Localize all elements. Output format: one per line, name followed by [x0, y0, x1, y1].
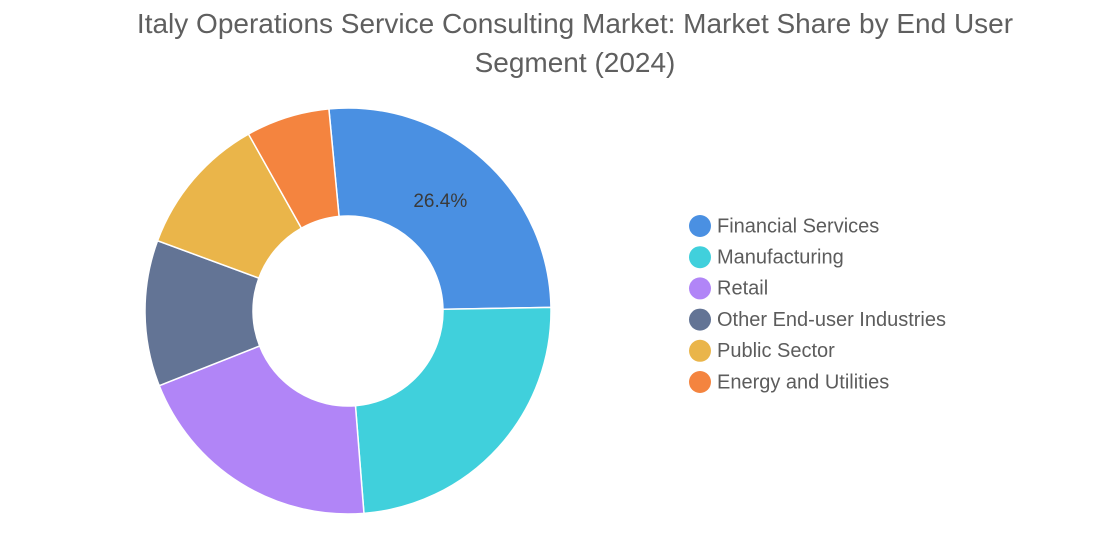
legend-swatch: [689, 308, 711, 331]
legend-item-retail[interactable]: Retail: [689, 277, 768, 300]
legend-item-energy-and-utilities[interactable]: Energy and Utilities: [689, 371, 889, 393]
legend-swatch: [689, 277, 711, 300]
legend-item-financial-services[interactable]: Financial Services: [689, 215, 879, 237]
data-label-financial-services: 26.4%: [413, 191, 467, 212]
legend-label: Energy and Utilities: [717, 371, 889, 393]
chart-legend: Financial Services Manufacturing Retail Oth…: [689, 215, 946, 393]
slice-retail[interactable]: [158, 344, 365, 515]
chart-title: Italy Operations Service Consulting Mark…: [136, 8, 1014, 78]
slice-energy-and-utilities[interactable]: [247, 108, 340, 230]
slice-financial-services[interactable]: [328, 107, 552, 311]
legend-item-manufacturing[interactable]: Manufacturing: [689, 246, 844, 268]
legend-label: Manufacturing: [717, 246, 844, 268]
legend-label: Other End-user Industries: [717, 309, 946, 331]
legend-item-public-sector[interactable]: Public Sector: [689, 339, 835, 362]
legend-label: Public Sector: [717, 340, 835, 362]
donut-slices: [144, 107, 552, 515]
legend-swatch: [689, 371, 711, 393]
legend-item-other-end-user-industries[interactable]: Other End-user Industries: [689, 308, 946, 331]
legend-label: Financial Services: [717, 215, 879, 237]
slice-manufacturing[interactable]: [354, 306, 552, 515]
data-labels: 26.4%: [413, 191, 467, 212]
legend-swatch: [689, 339, 711, 362]
legend-swatch: [689, 246, 711, 269]
legend-swatch: [689, 215, 711, 237]
legend-label: Retail: [717, 278, 768, 300]
